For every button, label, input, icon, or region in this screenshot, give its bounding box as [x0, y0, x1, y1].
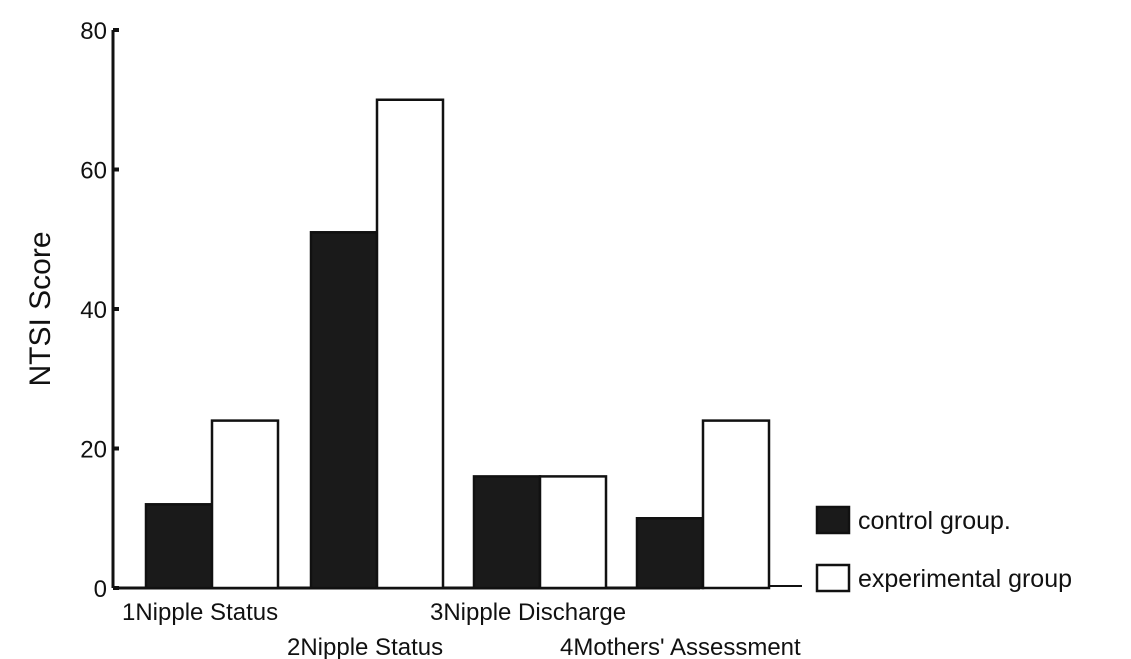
experimental-bar-3	[538, 475, 608, 590]
legend: control group. experimental group	[815, 505, 1072, 593]
control-bar-2	[309, 231, 379, 590]
experimental-bar-1	[210, 419, 280, 590]
x-tick-labels: 1Nipple Status 2Nipple Status 3Nipple Disc…	[122, 599, 801, 659]
control-bar-1	[144, 503, 214, 590]
control-bar-3	[472, 475, 542, 590]
x-tick-label: 2Nipple Status	[287, 634, 443, 659]
legend-swatch-experimental	[815, 563, 851, 593]
x-tick-label: 3Nipple Discharge	[430, 599, 626, 626]
x-tick-label: 4Mothers' Assessment	[560, 634, 801, 659]
y-tick-label: 40	[80, 297, 107, 324]
y-ticks: 0 20 40 60 80	[80, 18, 119, 603]
y-tick-label: 0	[94, 576, 107, 603]
control-bar-4	[635, 517, 705, 590]
legend-swatch-control	[815, 505, 851, 535]
y-tick-label: 20	[80, 437, 107, 464]
experimental-bar-2	[375, 98, 445, 590]
legend-label-experimental: experimental group	[858, 565, 1072, 593]
y-tick-label: 80	[80, 18, 107, 45]
y-axis-title: NTSI Score	[24, 231, 57, 386]
experimental-bar-4	[701, 419, 771, 590]
bars	[144, 98, 771, 590]
legend-label-control: control group.	[858, 507, 1011, 535]
y-tick-label: 60	[80, 158, 107, 185]
x-tick-label: 1Nipple Status	[122, 599, 278, 626]
